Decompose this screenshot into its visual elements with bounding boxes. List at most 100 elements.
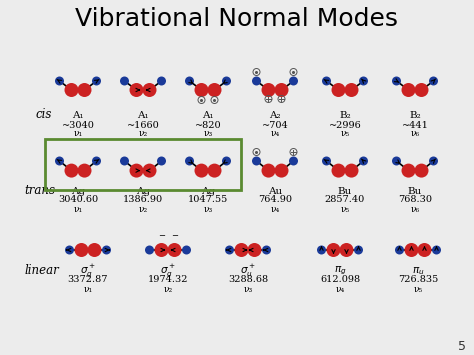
Text: Ag: Ag bbox=[136, 186, 150, 196]
Text: ν₄: ν₄ bbox=[336, 284, 345, 294]
Text: ν₂: ν₂ bbox=[138, 204, 147, 213]
Text: $\pi_u$: $\pi_u$ bbox=[412, 265, 424, 277]
Circle shape bbox=[317, 246, 326, 255]
Circle shape bbox=[252, 157, 261, 165]
Circle shape bbox=[395, 246, 404, 255]
Circle shape bbox=[88, 243, 101, 257]
Text: ~2996: ~2996 bbox=[328, 120, 361, 130]
Circle shape bbox=[404, 243, 419, 257]
Circle shape bbox=[208, 83, 221, 97]
Circle shape bbox=[55, 157, 64, 165]
Text: A₁: A₁ bbox=[202, 111, 214, 120]
Text: ν₃: ν₃ bbox=[243, 284, 253, 294]
Circle shape bbox=[74, 243, 89, 257]
Text: cis: cis bbox=[36, 108, 52, 120]
Circle shape bbox=[262, 246, 271, 255]
Text: Ag: Ag bbox=[201, 186, 215, 196]
Text: A₂: A₂ bbox=[269, 111, 281, 120]
Text: B₂: B₂ bbox=[409, 111, 421, 120]
Text: ν₅: ν₅ bbox=[413, 284, 423, 294]
Circle shape bbox=[208, 164, 221, 178]
Circle shape bbox=[345, 83, 358, 97]
Text: Au: Au bbox=[268, 186, 282, 196]
Text: ν₂: ν₂ bbox=[138, 130, 147, 138]
Circle shape bbox=[331, 164, 346, 178]
Circle shape bbox=[64, 83, 79, 97]
Text: ν₂: ν₂ bbox=[164, 284, 173, 294]
Circle shape bbox=[432, 246, 441, 255]
Circle shape bbox=[182, 246, 191, 255]
Circle shape bbox=[92, 157, 101, 165]
Circle shape bbox=[327, 243, 340, 257]
Text: Bu: Bu bbox=[408, 186, 422, 196]
Text: ~441: ~441 bbox=[401, 120, 428, 130]
Text: Vibrational Normal Modes: Vibrational Normal Modes bbox=[75, 7, 399, 31]
Circle shape bbox=[65, 246, 74, 255]
Text: 3040.60: 3040.60 bbox=[58, 196, 98, 204]
Text: 2857.40: 2857.40 bbox=[325, 196, 365, 204]
Circle shape bbox=[222, 157, 231, 165]
Circle shape bbox=[143, 83, 156, 97]
Circle shape bbox=[345, 164, 358, 178]
Text: ν₁: ν₁ bbox=[73, 130, 82, 138]
Circle shape bbox=[331, 83, 346, 97]
Circle shape bbox=[222, 76, 231, 86]
Circle shape bbox=[157, 157, 166, 165]
Text: 612.098: 612.098 bbox=[320, 275, 360, 284]
Text: 1386.90: 1386.90 bbox=[123, 196, 163, 204]
Circle shape bbox=[185, 76, 194, 86]
Circle shape bbox=[289, 157, 298, 165]
Circle shape bbox=[252, 76, 261, 86]
Text: 726.835: 726.835 bbox=[398, 275, 438, 284]
Circle shape bbox=[235, 243, 248, 257]
Circle shape bbox=[129, 164, 144, 178]
Circle shape bbox=[289, 76, 298, 86]
Text: Bu: Bu bbox=[338, 186, 352, 196]
Text: ~1660: ~1660 bbox=[127, 120, 159, 130]
Circle shape bbox=[120, 76, 129, 86]
Circle shape bbox=[55, 76, 64, 86]
Circle shape bbox=[359, 157, 368, 165]
Text: ν₅: ν₅ bbox=[340, 130, 350, 138]
Text: A₁: A₁ bbox=[137, 111, 149, 120]
Text: 764.90: 764.90 bbox=[258, 196, 292, 204]
Bar bbox=[45, 138, 241, 190]
Circle shape bbox=[401, 83, 416, 97]
Circle shape bbox=[129, 83, 144, 97]
Circle shape bbox=[194, 164, 209, 178]
Circle shape bbox=[274, 164, 289, 178]
Circle shape bbox=[157, 76, 166, 86]
Text: A₁: A₁ bbox=[72, 111, 84, 120]
Text: ~820: ~820 bbox=[195, 120, 221, 130]
Text: ν₃: ν₃ bbox=[203, 130, 213, 138]
Text: −: − bbox=[158, 231, 165, 240]
Circle shape bbox=[429, 76, 438, 86]
Circle shape bbox=[155, 243, 168, 257]
Circle shape bbox=[392, 76, 401, 86]
Text: ~704: ~704 bbox=[262, 120, 288, 130]
Text: ν₄: ν₄ bbox=[270, 204, 280, 213]
Text: linear: linear bbox=[25, 264, 59, 278]
Circle shape bbox=[247, 243, 262, 257]
Text: ν₆: ν₆ bbox=[410, 130, 419, 138]
Circle shape bbox=[322, 76, 331, 86]
Text: ~3040: ~3040 bbox=[62, 120, 94, 130]
Text: $\sigma_g^+$: $\sigma_g^+$ bbox=[160, 263, 176, 279]
Text: 5: 5 bbox=[458, 340, 466, 354]
Circle shape bbox=[120, 157, 129, 165]
Circle shape bbox=[225, 246, 234, 255]
Circle shape bbox=[414, 83, 428, 97]
Text: −: − bbox=[171, 231, 178, 240]
Circle shape bbox=[92, 76, 101, 86]
Circle shape bbox=[194, 83, 209, 97]
Circle shape bbox=[185, 157, 194, 165]
Circle shape bbox=[167, 243, 182, 257]
Text: trans: trans bbox=[25, 184, 55, 197]
Text: $\sigma_g^+$: $\sigma_g^+$ bbox=[80, 263, 96, 279]
Text: ν₁: ν₁ bbox=[83, 284, 92, 294]
Text: 768.30: 768.30 bbox=[398, 196, 432, 204]
Circle shape bbox=[354, 246, 363, 255]
Text: B₂: B₂ bbox=[339, 111, 351, 120]
Circle shape bbox=[401, 164, 416, 178]
Circle shape bbox=[414, 164, 428, 178]
